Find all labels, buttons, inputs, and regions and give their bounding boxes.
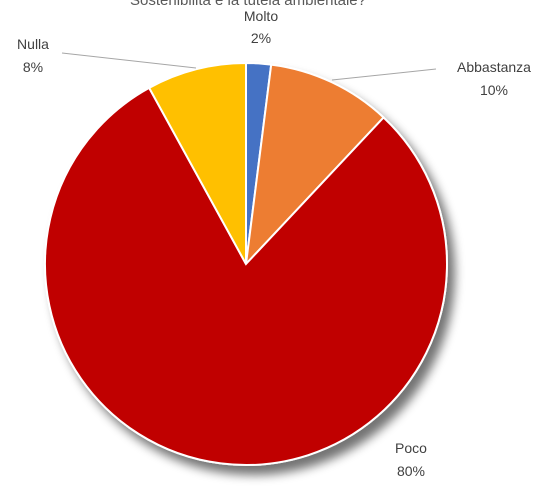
pie-slices <box>44 61 448 466</box>
slice-nulla <box>147 61 247 265</box>
label-abbastanza-value: 10% <box>480 82 508 98</box>
label-molto-value: 2% <box>251 30 271 46</box>
slice-abbastanza <box>244 63 386 267</box>
leader-line-nulla <box>61 52 197 69</box>
label-molto-category: Molto <box>244 8 278 24</box>
leader-line-abbastanza <box>331 68 437 81</box>
label-nulla-category: Nulla <box>17 36 49 52</box>
label-nulla-value: 8% <box>23 59 43 75</box>
label-abbastanza-category: Abbastanza <box>457 59 531 75</box>
label-poco-category: Poco <box>395 440 427 456</box>
chart-title: Sostenibilità e la tutela ambientale? <box>130 0 366 9</box>
label-poco-value: 80% <box>397 463 425 479</box>
slice-poco <box>44 86 448 466</box>
